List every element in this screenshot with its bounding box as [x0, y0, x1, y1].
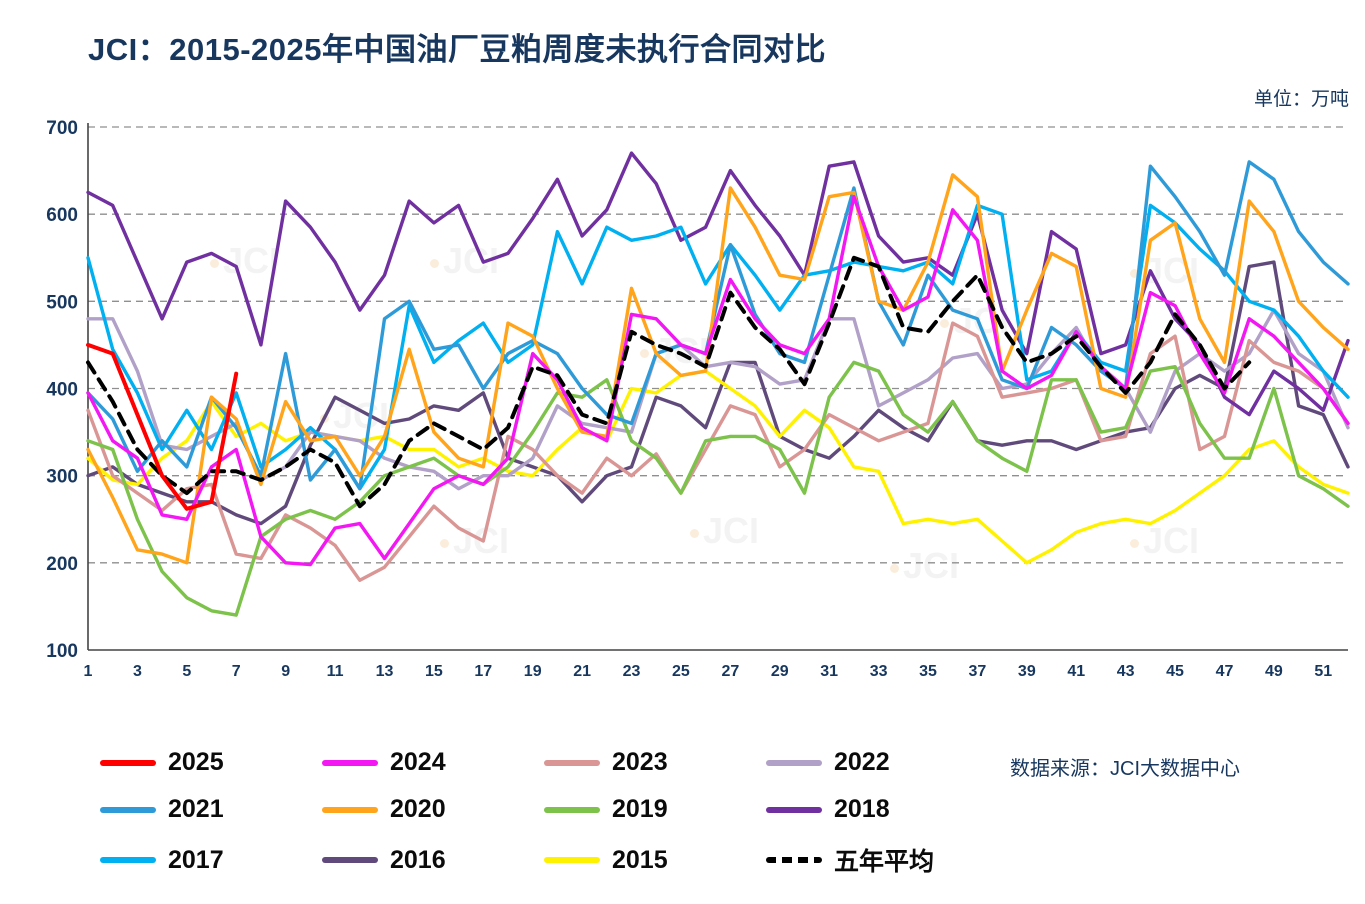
legend-item-2021: 2021 — [100, 795, 322, 824]
chart-title: JCI：2015-2025年中国油厂豆粕周度未执行合同对比 — [88, 32, 826, 67]
x-tick-label: 31 — [820, 663, 838, 680]
legend-label-2025: 2025 — [168, 748, 224, 776]
x-tick-label: 37 — [969, 663, 987, 680]
legend-item-2020: 2020 — [322, 795, 544, 824]
y-tick-label: 600 — [46, 205, 78, 226]
legend-label-2017: 2017 — [168, 845, 224, 874]
legend-label-2024: 2024 — [390, 748, 446, 776]
data-source-label: 数据来源：JCI大数据中心 — [1010, 758, 1240, 780]
legend-item-2025: 2025 — [100, 748, 322, 777]
series-line-2024 — [86, 195, 1350, 567]
series-line-2022 — [86, 308, 1350, 491]
x-tick-label: 27 — [721, 663, 739, 680]
y-tick-label: 700 — [46, 118, 78, 139]
legend-item-2024: 2024 — [322, 748, 544, 777]
legend-label-avg5: 五年平均 — [834, 848, 935, 876]
x-tick-label: 29 — [771, 663, 789, 680]
legend-item-2023: 2023 — [544, 748, 766, 777]
x-tick-label: 43 — [1117, 663, 1135, 680]
x-tick-label: 33 — [870, 663, 888, 680]
legend-item-2022: 2022 — [766, 748, 1006, 777]
legend-item-2019: 2019 — [544, 795, 766, 824]
unit-label: 单位：万吨 — [1253, 89, 1349, 110]
legend-item-2016: 2016 — [322, 842, 544, 878]
y-tick-label: 200 — [46, 554, 78, 575]
x-tick-label: 3 — [133, 663, 142, 680]
legend-swatch-2020 — [322, 806, 378, 813]
x-tick-label: 21 — [573, 663, 591, 680]
legend-label-2023: 2023 — [612, 748, 668, 776]
x-tick-label: 17 — [474, 663, 492, 680]
legend-label-2019: 2019 — [612, 795, 668, 823]
legend-label-2018: 2018 — [834, 795, 890, 823]
legend-item-avg5: 五年平均 — [766, 842, 1006, 878]
x-tick-label: 5 — [182, 663, 191, 680]
x-tick-label: 45 — [1166, 663, 1184, 680]
legend-label-2016: 2016 — [390, 845, 446, 874]
legend-swatch-2024 — [322, 759, 378, 766]
legend-swatch-avg5 — [766, 857, 822, 863]
legend-swatch-2025 — [100, 759, 156, 766]
legend-label-2022: 2022 — [834, 748, 890, 776]
y-tick-label: 100 — [46, 641, 78, 662]
x-tick-label: 19 — [524, 663, 542, 680]
legend-swatch-2019 — [544, 806, 600, 813]
x-tick-label: 15 — [425, 663, 443, 680]
legend-swatch-2023 — [544, 759, 600, 766]
legend-label-2021: 2021 — [168, 795, 224, 823]
legend-item-2015: 2015 — [544, 842, 766, 878]
legend-swatch-2022 — [766, 759, 822, 766]
x-tick-label: 41 — [1067, 663, 1085, 680]
series-line-2025 — [86, 342, 239, 511]
x-tick-label: 11 — [327, 663, 344, 680]
x-tick-label: 39 — [1018, 663, 1036, 680]
x-tick-label: 49 — [1265, 663, 1283, 680]
series-line-avg5 — [86, 255, 1252, 509]
series-line-2023 — [86, 321, 1350, 582]
legend-label-2015: 2015 — [612, 845, 668, 874]
x-tick-label: 47 — [1216, 663, 1234, 680]
x-tick-label: 35 — [919, 663, 937, 680]
x-tick-label: 7 — [232, 663, 241, 680]
series-line-2020 — [86, 173, 1350, 565]
legend-item-2017: 2017 — [100, 842, 322, 878]
x-tick-label: 25 — [672, 663, 690, 680]
x-tick-label: 1 — [84, 663, 93, 680]
y-tick-label: 400 — [46, 380, 78, 401]
series-line-2021 — [86, 160, 1350, 491]
series-line-2016 — [86, 260, 1350, 526]
x-tick-label: 9 — [281, 663, 290, 680]
y-tick-label: 500 — [46, 292, 78, 313]
series-line-2019 — [86, 360, 1350, 617]
legend-swatch-2016 — [322, 857, 378, 863]
legend-label-2020: 2020 — [390, 795, 446, 823]
legend-item-2018: 2018 — [766, 795, 1006, 824]
x-tick-label: 13 — [376, 663, 394, 680]
legend-swatch-2018 — [766, 806, 822, 813]
legend-swatch-2015 — [544, 857, 600, 863]
legend-swatch-2021 — [100, 806, 156, 813]
legend-swatch-2017 — [100, 857, 156, 863]
legend: 2025 2024 2023 2022 2021 2020 2019 2018 2017 2016… — [100, 748, 1006, 878]
y-tick-label: 300 — [46, 467, 78, 488]
x-tick-label: 23 — [623, 663, 641, 680]
x-tick-label: 51 — [1314, 663, 1332, 680]
series-line-2018 — [86, 151, 1350, 417]
